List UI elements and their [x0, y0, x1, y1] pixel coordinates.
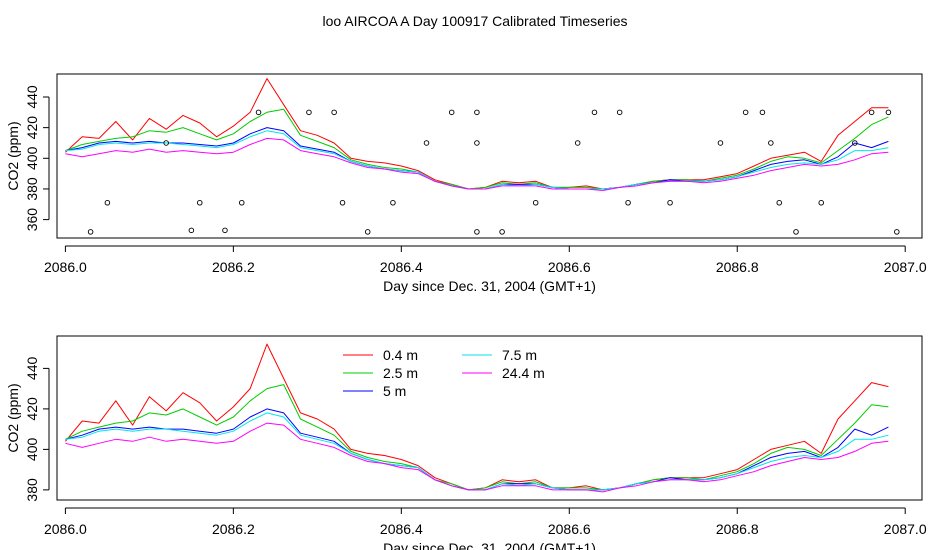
raw-point: [104, 199, 111, 206]
series-line-5-m-m: [65, 408, 889, 491]
series-line-5-m-m: [65, 127, 889, 190]
x-tick-label: 2086.2: [212, 259, 255, 275]
raw-point: [852, 140, 858, 146]
raw-point: [616, 109, 623, 116]
raw-point: [163, 140, 169, 146]
raw-point: [87, 229, 94, 235]
y-tick-label: 400: [24, 146, 40, 170]
y-tick-label: 420: [24, 116, 40, 140]
raw-point: [894, 229, 900, 235]
raw-point: [885, 109, 892, 116]
x-tick-label: 2086.8: [716, 259, 759, 275]
raw-point: [625, 199, 631, 206]
raw-point: [759, 109, 766, 116]
raw-point: [793, 229, 799, 235]
raw-point: [499, 229, 505, 235]
x-tick-label: 2086.4: [380, 521, 423, 537]
series-line-24-4-m-m: [65, 422, 889, 493]
x-axis-label: Day since Dec. 31, 2004 (GMT+1): [383, 540, 596, 550]
y-tick-label: 420: [24, 397, 40, 421]
legend-label: 5 m: [383, 383, 406, 399]
panel-bottom: 2086.0 2086.2 2086.4 2086.6 2086.8 2087.0 Day …: [5, 335, 927, 550]
x-tick-label: 2086.6: [548, 521, 591, 537]
panel-top: 2086.0 2086.2 2086.4 2086.6 2086.8 2087.0 Day …: [5, 73, 927, 294]
raw-point: [717, 140, 724, 146]
y-tick-label: 440: [24, 357, 40, 381]
legend-label: 2.5 m: [383, 365, 418, 381]
raw-point: [574, 140, 581, 146]
series-line-7-5-m-m: [65, 412, 889, 491]
raw-point: [868, 109, 875, 116]
x-tick-label: 2087.0: [884, 521, 927, 537]
raw-point: [532, 199, 539, 206]
legend-label: 7.5 m: [502, 347, 537, 363]
series-line-7-5-m-m: [65, 130, 889, 190]
x-tick-label: 2086.2: [212, 521, 255, 537]
series-line-2-5-m-m: [65, 384, 889, 491]
raw-point: [423, 140, 430, 146]
legend-label: 24.4 m: [502, 365, 545, 381]
raw-point: [448, 109, 455, 116]
raw-point: [768, 140, 774, 146]
y-axis-label: CO2 (ppm): [5, 121, 21, 190]
raw-point: [306, 109, 312, 116]
raw-point: [474, 229, 480, 235]
raw-point: [390, 199, 396, 206]
x-tick-label: 2086.0: [44, 521, 87, 537]
x-tick-label: 2087.0: [884, 259, 927, 275]
series-line-24-4-m-m: [65, 137, 889, 191]
y-tick-label: 380: [24, 177, 40, 201]
y-tick-label: 380: [24, 478, 40, 502]
raw-point: [197, 199, 203, 206]
y-tick-label: 400: [24, 437, 40, 461]
x-tick-label: 2086.4: [380, 259, 423, 275]
legend-label: 0.4 m: [383, 347, 418, 363]
x-axis-label: Day since Dec. 31, 2004 (GMT+1): [383, 278, 596, 294]
raw-point: [474, 140, 480, 146]
raw-point: [474, 109, 480, 116]
x-tick-label: 2086.6: [548, 259, 591, 275]
raw-point: [591, 109, 598, 116]
y-tick-label: 440: [24, 85, 40, 109]
raw-point: [188, 227, 195, 234]
raw-point: [331, 109, 337, 116]
raw-point: [255, 109, 262, 116]
x-tick-label: 2086.8: [716, 521, 759, 537]
y-axis-label: CO2 (ppm): [5, 383, 21, 452]
series-line-2-5-m-m: [65, 108, 889, 190]
plot-frame: [56, 73, 923, 239]
raw-point: [364, 229, 371, 235]
raw-point: [742, 109, 749, 116]
raw-point: [339, 199, 346, 206]
raw-point: [222, 227, 228, 234]
raw-point: [667, 199, 673, 206]
raw-point: [818, 199, 824, 206]
x-tick-label: 2086.0: [44, 259, 87, 275]
plot-frame: [56, 335, 923, 501]
y-tick-label: 360: [24, 208, 40, 232]
figure-title: loo AIRCOA A Day 100917 Calibrated Times…: [322, 13, 627, 29]
raw-point: [239, 199, 245, 206]
raw-point: [776, 199, 782, 206]
